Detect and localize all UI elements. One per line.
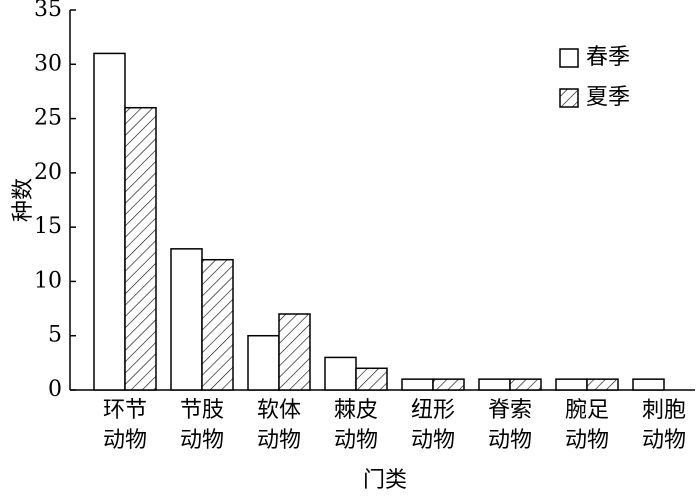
bar bbox=[170, 248, 203, 391]
x-tick-label: 刺胞动物 bbox=[641, 398, 686, 453]
legend-label: 春季 bbox=[586, 45, 630, 70]
bar bbox=[509, 378, 542, 391]
y-tick-label: 10 bbox=[34, 268, 62, 293]
y-tick-label: 5 bbox=[48, 323, 62, 348]
legend-swatch bbox=[559, 88, 579, 108]
bar bbox=[93, 52, 126, 391]
y-tick-label: 30 bbox=[34, 51, 62, 76]
x-tick-label: 环节动物 bbox=[102, 398, 147, 453]
legend-label: 夏季 bbox=[586, 85, 630, 110]
x-tick-label: 脊索动物 bbox=[487, 398, 532, 453]
x-tick-label: 纽形动物 bbox=[410, 398, 455, 453]
bar bbox=[247, 334, 280, 391]
y-tick-label: 15 bbox=[34, 214, 62, 239]
bar bbox=[555, 378, 588, 391]
y-tick-label: 20 bbox=[34, 160, 62, 185]
x-axis-label: 门类 bbox=[362, 468, 407, 493]
x-tick-label: 腕足动物 bbox=[564, 398, 609, 453]
bar bbox=[632, 378, 665, 391]
legend-swatch bbox=[559, 48, 579, 68]
bar bbox=[401, 378, 434, 391]
bar bbox=[432, 378, 465, 391]
bar bbox=[278, 313, 311, 391]
bar bbox=[478, 378, 511, 391]
y-tick-label: 35 bbox=[34, 0, 62, 22]
bar bbox=[124, 106, 157, 391]
bar bbox=[586, 378, 619, 391]
y-tick-label: 0 bbox=[48, 377, 62, 402]
y-tick-label: 25 bbox=[34, 106, 62, 131]
bar bbox=[355, 367, 388, 391]
y-axis-label: 种数 bbox=[11, 178, 36, 222]
x-tick-label: 棘皮动物 bbox=[333, 398, 378, 453]
x-tick-label: 软体动物 bbox=[256, 398, 301, 453]
x-tick-label: 节肢动物 bbox=[179, 398, 224, 453]
bar bbox=[201, 258, 234, 391]
bar bbox=[324, 356, 357, 391]
